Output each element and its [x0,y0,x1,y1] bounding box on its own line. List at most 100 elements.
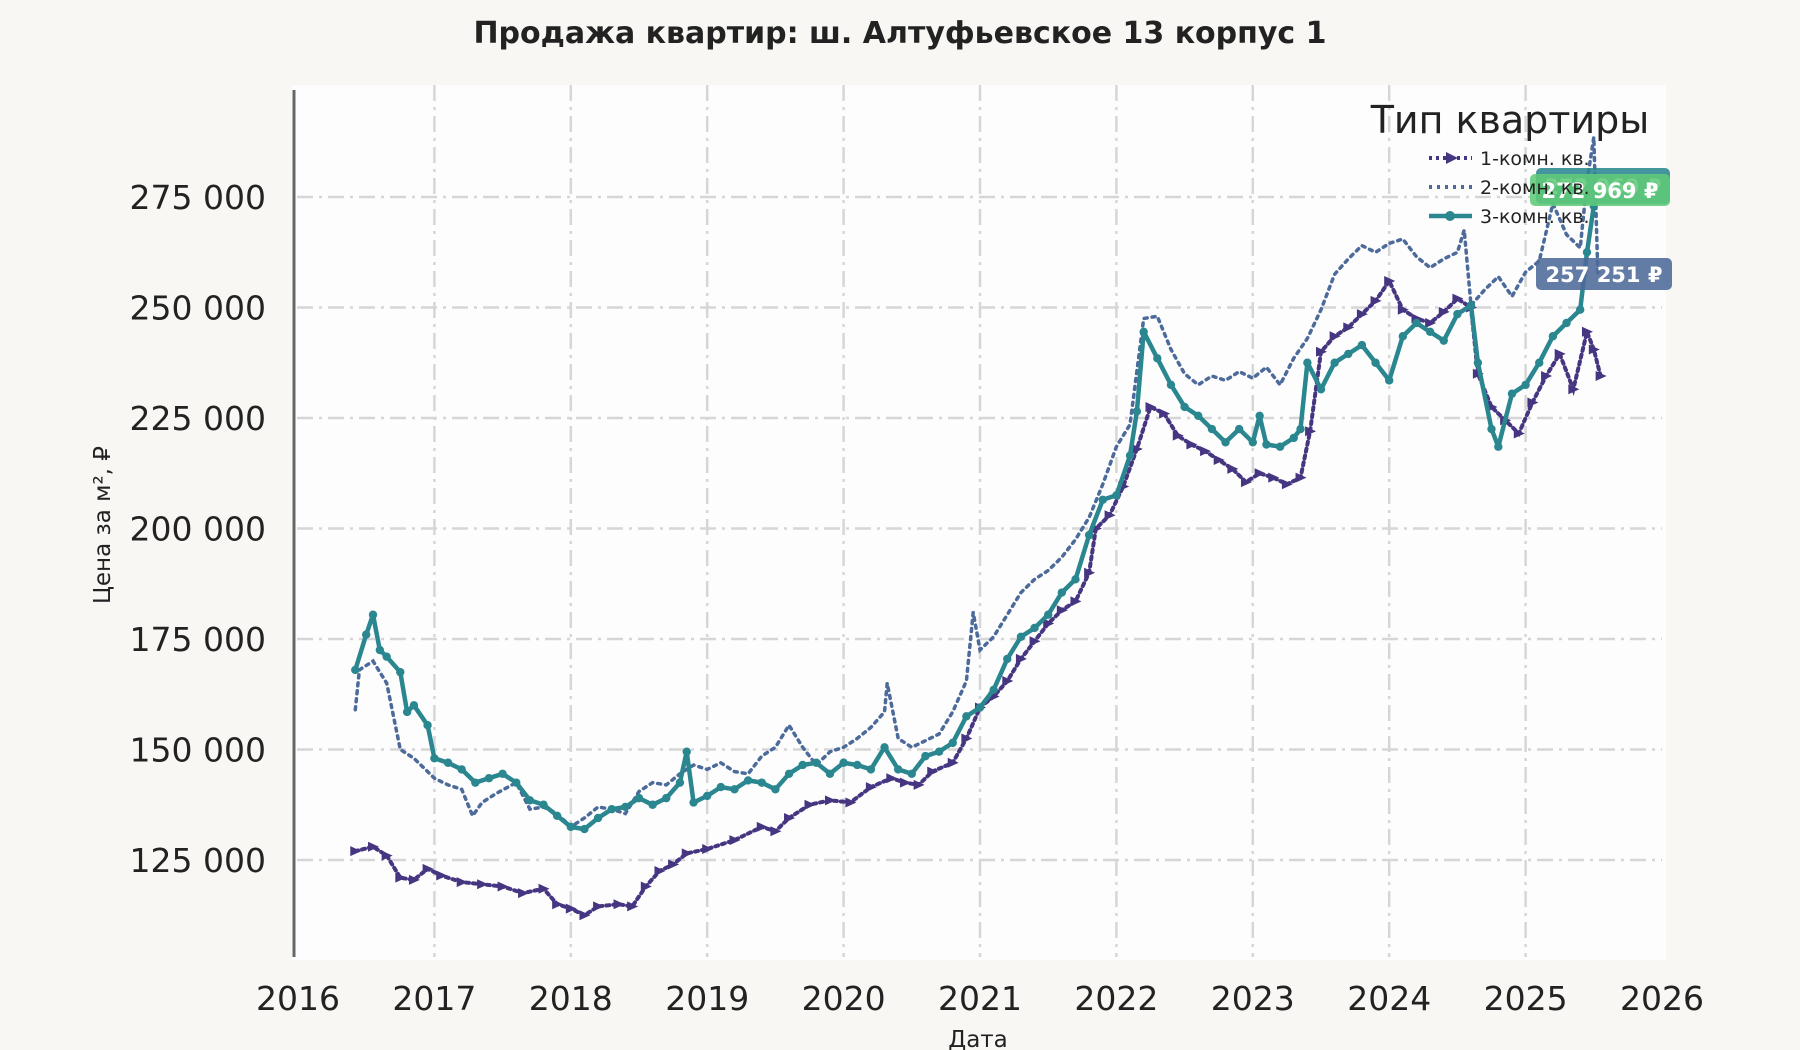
data-point [1438,306,1450,317]
data-point [1296,424,1305,434]
data-point [1098,495,1107,504]
data-point [1371,358,1380,367]
data-point [351,665,360,675]
data-point [961,733,973,744]
data-point [456,877,468,888]
data-point [1473,358,1483,367]
data-point [866,765,876,774]
data-point [368,841,380,852]
legend-marker [1445,211,1455,221]
data-point [381,850,393,861]
x-axis-label: Дата [948,1027,1008,1050]
data-point [1139,327,1148,337]
data-point [1084,530,1094,540]
data-point [730,785,739,794]
data-point [477,879,489,890]
data-point [1554,348,1566,359]
data-point [1207,424,1217,434]
data-point [402,707,412,717]
data-point [1385,376,1394,385]
data-point [621,802,630,812]
data-point [422,863,434,874]
data-point [640,881,652,892]
data-point [743,776,753,785]
data-point [907,769,916,779]
data-point [1357,340,1367,350]
legend-label: 1-комн. кв. [1480,148,1590,170]
data-point [921,751,930,761]
data-point [1186,439,1198,450]
data-point [518,888,530,899]
data-point [1568,384,1580,395]
series-3 [351,201,1599,834]
data-point [1581,326,1593,337]
y-tick-label: 250 000 [130,289,266,328]
legend-title: Тип квартиры [1370,98,1650,142]
x-tick-label: 2019 [665,979,749,1018]
series-1 [350,275,1607,921]
data-point [1384,275,1396,286]
data-point [552,811,562,820]
data-point [525,796,535,805]
y-tick-label: 225 000 [130,399,266,438]
y-tick-label: 175 000 [130,620,266,659]
data-point [1330,358,1339,367]
data-point [436,870,448,881]
data-point [395,872,407,883]
data-point [1112,491,1121,500]
data-point [634,793,644,803]
data-point [1513,428,1525,439]
data-point [962,712,971,721]
data-point [552,899,564,910]
data-point [675,778,685,787]
data-point [804,799,816,810]
badge-label: 272 969 ₽ [1542,179,1659,203]
data-point [1425,327,1435,337]
value-badges: 257 251 ₽272 969 ₽272 969 ₽ [1530,168,1672,290]
data-point [396,667,405,677]
data-point [1439,336,1448,345]
data-point [648,800,657,809]
data-point [362,630,371,639]
data-point [613,899,625,910]
data-point [1305,426,1317,437]
data-point [497,881,509,892]
data-point [1562,318,1571,328]
data-point [1595,371,1607,382]
y-tick-label: 150 000 [130,731,266,770]
data-point [784,769,794,779]
data-point [1003,654,1012,664]
data-point [1548,332,1558,341]
data-point [662,793,671,803]
data-point [1200,446,1212,457]
data-point [798,760,807,770]
data-point [423,720,432,730]
data-point [880,743,889,752]
data-point [839,758,848,767]
x-tick-label: 2021 [938,979,1022,1018]
data-point [886,773,898,784]
badge-background [1530,174,1670,206]
data-point [893,765,903,774]
data-point [1303,358,1312,367]
legend-label: 3-комн. кв. [1480,206,1590,228]
data-point [1344,349,1353,359]
data-point [1213,454,1225,465]
legend-entry-2: 2-комн. кв. [1429,177,1590,199]
data-point [539,800,548,809]
data-point [1397,304,1409,315]
data-point [927,766,939,777]
data-point [1254,468,1266,479]
data-point [1234,424,1244,434]
data-point [681,848,693,859]
data-point [948,738,957,748]
data-point [1002,675,1014,686]
x-tick-label: 2016 [256,979,340,1018]
data-point [593,901,605,912]
data-point [512,778,521,787]
badge-label: 257 251 ₽ [1546,263,1663,287]
y-tick-label: 200 000 [130,510,266,549]
data-point [1453,309,1462,319]
value-badge: 257 251 ₽ [1536,258,1672,290]
data-point [1180,402,1189,412]
